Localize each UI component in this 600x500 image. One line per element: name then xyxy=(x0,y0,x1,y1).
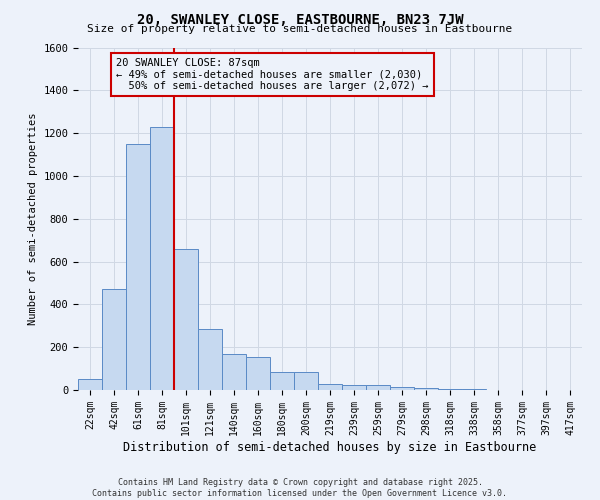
Bar xyxy=(270,372,294,390)
X-axis label: Distribution of semi-detached houses by size in Eastbourne: Distribution of semi-detached houses by … xyxy=(124,440,536,454)
Bar xyxy=(150,126,174,390)
Text: 20 SWANLEY CLOSE: 87sqm
← 49% of semi-detached houses are smaller (2,030)
  50% : 20 SWANLEY CLOSE: 87sqm ← 49% of semi-de… xyxy=(116,58,428,91)
Bar xyxy=(78,380,102,390)
Text: Size of property relative to semi-detached houses in Eastbourne: Size of property relative to semi-detach… xyxy=(88,24,512,34)
Bar xyxy=(366,386,390,390)
Bar xyxy=(246,357,270,390)
Text: Contains HM Land Registry data © Crown copyright and database right 2025.
Contai: Contains HM Land Registry data © Crown c… xyxy=(92,478,508,498)
Bar xyxy=(318,384,342,390)
Y-axis label: Number of semi-detached properties: Number of semi-detached properties xyxy=(28,112,38,325)
Bar xyxy=(126,144,150,390)
Text: 20, SWANLEY CLOSE, EASTBOURNE, BN23 7JW: 20, SWANLEY CLOSE, EASTBOURNE, BN23 7JW xyxy=(137,12,463,26)
Bar xyxy=(102,290,126,390)
Bar xyxy=(438,389,462,390)
Bar xyxy=(390,388,414,390)
Bar xyxy=(198,329,222,390)
Bar xyxy=(174,248,198,390)
Bar xyxy=(414,388,438,390)
Bar xyxy=(342,384,366,390)
Bar xyxy=(222,354,246,390)
Bar xyxy=(294,372,318,390)
